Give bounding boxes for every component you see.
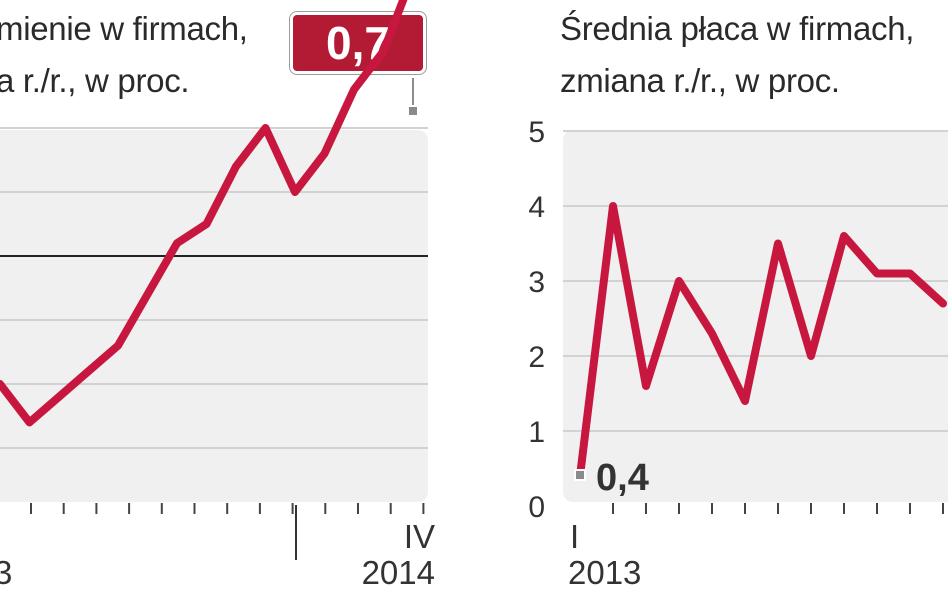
- right-y-tick-label: 0: [528, 491, 545, 524]
- right-chart-title-line-2: zmiana r./r., w proc.: [560, 62, 840, 99]
- left-x-year-end: 2014: [362, 554, 435, 591]
- left-data-point: [0, 383, 1, 385]
- right-plot-area: [563, 130, 948, 502]
- right-x-label-start: I: [570, 518, 579, 555]
- left-last-point-marker: [407, 105, 419, 117]
- right-y-axis-ticks: 0 1 2 3 4 5: [528, 116, 545, 524]
- right-first-point-marker: [574, 469, 586, 481]
- left-data-point: [353, 89, 355, 91]
- left-data-point: [235, 165, 237, 167]
- right-y-tick-label: 2: [528, 341, 545, 374]
- left-x-ticks: [30, 503, 425, 514]
- right-chart-title-line-1: Średnia płaca w firmach,: [560, 10, 915, 47]
- right-data-point: [744, 400, 746, 402]
- left-data-point: [206, 223, 207, 225]
- left-series-points: [0, 50, 384, 423]
- right-data-point: [876, 273, 878, 274]
- right-data-point: [810, 355, 812, 357]
- right-x-ticks: [612, 503, 944, 514]
- right-y-tick-label: 1: [528, 416, 545, 449]
- right-series-line: [576, 202, 947, 480]
- right-data-point: [777, 243, 779, 244]
- last-value-callout: 0,7: [290, 12, 426, 74]
- right-data-point: [612, 205, 614, 207]
- left-data-point: [88, 370, 89, 372]
- right-x-year-start: 2013: [568, 554, 641, 591]
- left-chart-title-line-2: a r./r., w proc.: [0, 62, 190, 99]
- right-data-point: [711, 333, 713, 334]
- left-data-point: [324, 153, 325, 155]
- left-data-point: [147, 293, 148, 295]
- left-data-point: [176, 242, 178, 244]
- left-plot-area: [0, 130, 428, 502]
- left-data-point: [294, 191, 296, 193]
- right-data-point: [678, 280, 680, 282]
- right-y-tick-label: 5: [528, 116, 545, 149]
- left-x-label-end: IV: [404, 518, 435, 555]
- left-x-year-start: 3: [0, 554, 12, 591]
- left-data-point: [58, 396, 60, 398]
- right-data-point: [942, 303, 944, 304]
- left-data-point: [265, 127, 266, 129]
- right-data-point: [843, 235, 845, 237]
- left-data-point: [383, 50, 384, 52]
- left-data-point: [117, 345, 119, 347]
- left-chart-title-line-1: mienie w firmach,: [0, 10, 248, 47]
- right-data-point: [645, 385, 647, 387]
- right-y-tick-label: 4: [528, 191, 545, 224]
- left-data-point: [29, 421, 30, 423]
- right-y-tick-label: 3: [528, 266, 545, 299]
- right-data-point: [909, 273, 911, 274]
- right-first-value-label: 0,4: [596, 457, 649, 499]
